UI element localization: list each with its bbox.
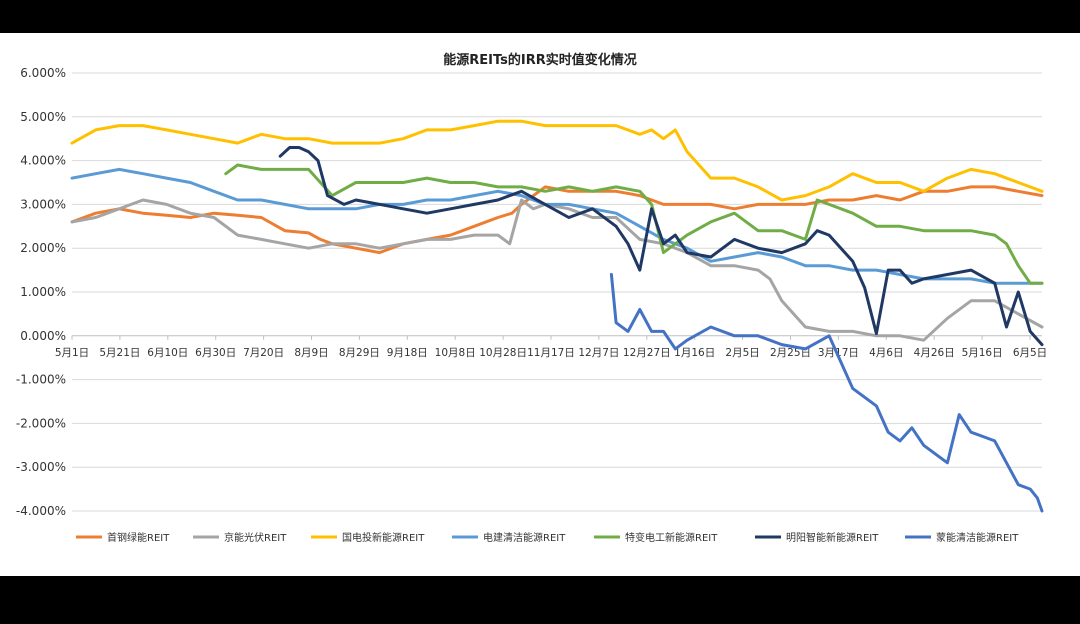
y-tick-label: 5.000% [20, 110, 66, 124]
x-tick-label: 8月29日 [339, 347, 380, 359]
legend-label: 京能光伏REIT [224, 531, 287, 544]
x-tick-label: 3月17日 [818, 347, 859, 359]
x-tick-label: 6月5日 [1013, 347, 1047, 359]
x-tick-label: 5月1日 [55, 347, 89, 359]
series-line [224, 163, 1044, 285]
legend-label: 特变电工新能源REIT [625, 531, 718, 544]
y-tick-label: 1.000% [20, 285, 66, 299]
x-tick-label: 8月9日 [294, 347, 328, 359]
x-tick-label: 5月16日 [962, 347, 1003, 359]
y-tick-label: -1.000% [16, 373, 66, 387]
series-line [70, 185, 1044, 255]
x-tick-label: 2月5日 [725, 347, 759, 359]
series-line [70, 198, 1044, 342]
y-tick-label: 4.000% [20, 154, 66, 168]
series-lines [70, 119, 1044, 513]
x-axis-tick-labels: 5月1日 5月21日 6月10日 6月30日 7月20日 8月9日 8月29日 9月18日 10… [55, 335, 1047, 359]
legend-label: 电建清洁能源REIT [483, 531, 566, 544]
x-tick-label: 7月20日 [243, 347, 284, 359]
series-line [278, 146, 1044, 347]
x-tick-label: 6月30日 [195, 347, 236, 359]
chart-title: 能源REITs的IRR实时值变化情况 [443, 52, 636, 68]
y-tick-label: -2.000% [16, 416, 66, 430]
y-tick-label: 6.000% [20, 66, 66, 80]
y-tick-label: 3.000% [20, 197, 66, 211]
series-line [609, 273, 1044, 513]
x-tick-label: 10月28日 [479, 347, 527, 359]
x-tick-label: 4月26日 [914, 347, 955, 359]
series-line [70, 119, 1044, 202]
y-axis-tick-labels: 6.000% 5.000% 4.000% 3.000% 2.000% 1.000% 0.00… [16, 66, 66, 518]
y-tick-label: -4.000% [16, 504, 66, 518]
x-tick-label: 2月25日 [770, 347, 811, 359]
x-tick-label: 10月8日 [435, 347, 476, 359]
legend-label: 明阳智能新能源REIT [786, 531, 879, 544]
y-tick-label: -3.000% [16, 460, 66, 474]
x-tick-label: 9月18日 [387, 347, 428, 359]
x-tick-label: 11月17日 [527, 347, 575, 359]
x-tick-label: 12月7日 [578, 347, 619, 359]
x-tick-label: 1月16日 [674, 347, 715, 359]
legend-label: 蒙能清洁能源REIT [936, 531, 1019, 544]
x-tick-label: 6月10日 [147, 347, 188, 359]
y-tick-label: 0.000% [20, 329, 66, 343]
x-tick-label: 12月27日 [623, 347, 671, 359]
x-tick-label: 5月21日 [99, 347, 140, 359]
series-line [70, 167, 1044, 285]
chart-card: 能源REITs的IRR实时值变化情况 6.000% 5.000% 4.000% 3.0… [0, 33, 1080, 576]
x-tick-label: 4月6日 [869, 347, 903, 359]
legend: 首钢绿能REIT 京能光伏REIT 国电投新能源REIT 电建清洁能源REIT 特变电工… [76, 531, 1019, 544]
y-tick-label: 2.000% [20, 241, 66, 255]
legend-label: 首钢绿能REIT [107, 531, 170, 544]
irr-line-chart: 能源REITs的IRR实时值变化情况 6.000% 5.000% 4.000% 3.0… [16, 52, 1047, 544]
legend-label: 国电投新能源REIT [342, 531, 425, 544]
gridlines [72, 72, 1042, 512]
